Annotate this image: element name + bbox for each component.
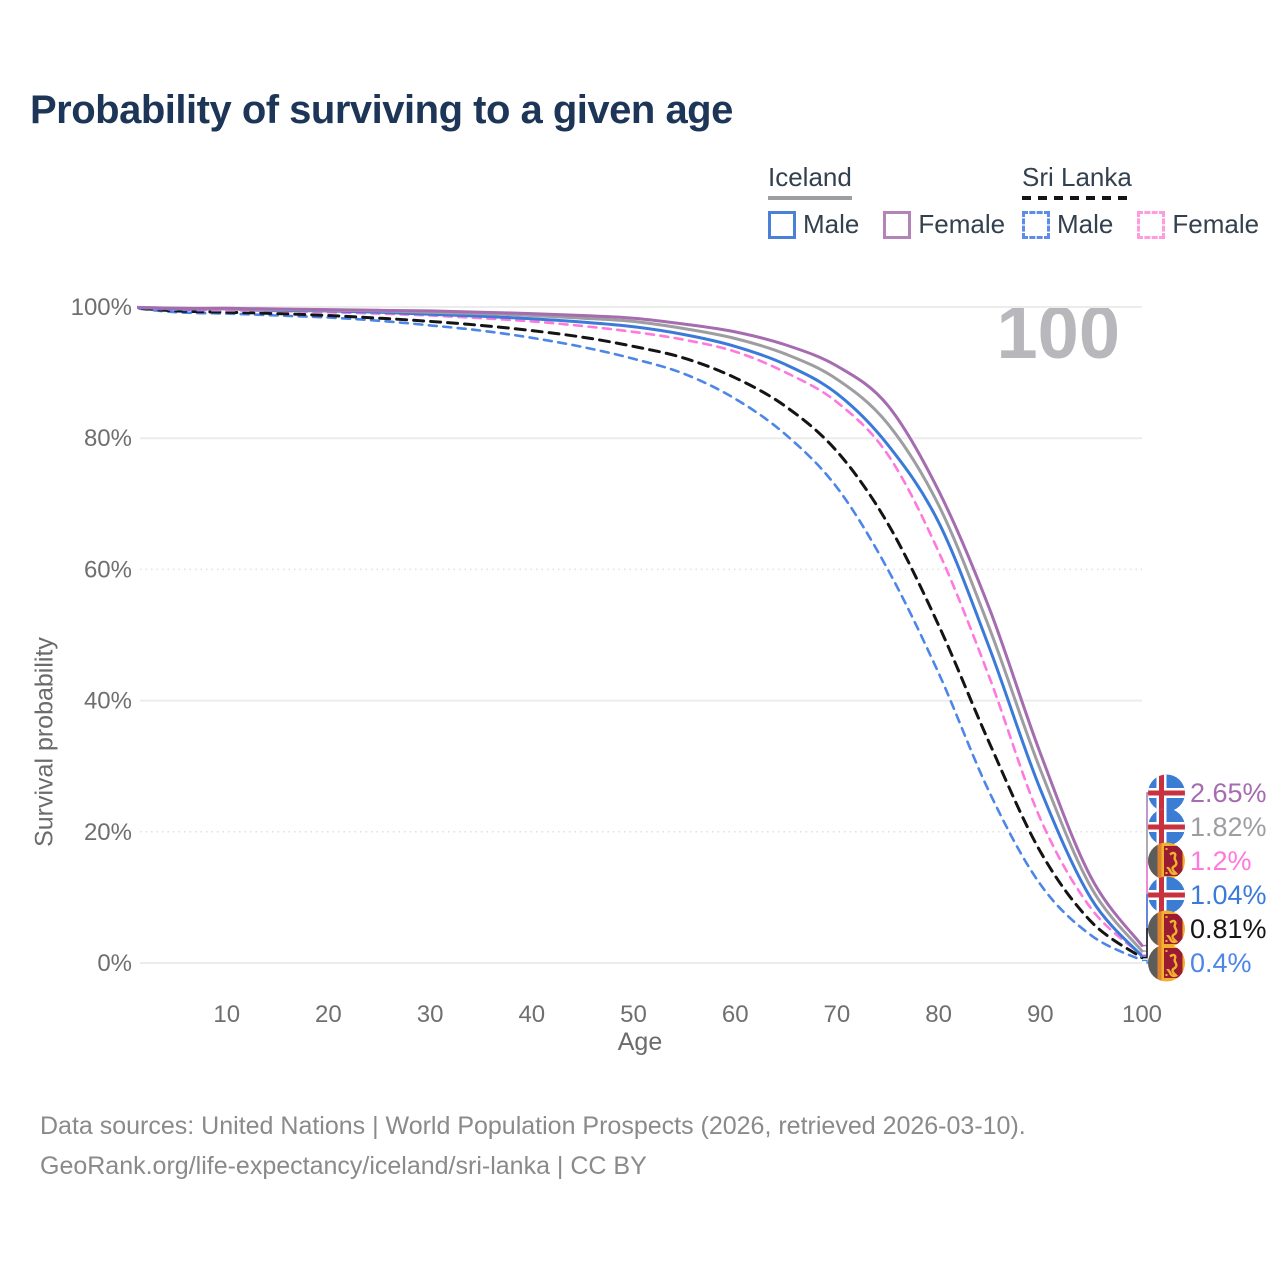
axis-ticks-group: 0% 20% 40% 60% 80% 100% 10 20 30 40 50 60 70 80 90 100 <box>71 294 1162 1028</box>
y-tick-label: 40% <box>84 688 132 715</box>
legend-country-sri-lanka[interactable]: Sri Lanka <box>1022 162 1132 200</box>
end-annotations-group: 2.65% 1.82% 1.2% 1.04% 0.81% 0.4% <box>1142 775 1267 982</box>
gridlines <box>140 306 1142 964</box>
legend-country-iceland[interactable]: Iceland <box>768 162 852 200</box>
y-tick-label: 20% <box>84 819 132 846</box>
end-value-label-sri-lanka-both-sexes: 0.81% <box>1190 914 1267 944</box>
footer-link: GeoRank.org/life-expectancy/iceland/sri-… <box>40 1152 647 1180</box>
curve-iceland-female[interactable] <box>125 305 1144 948</box>
iceland-male-swatch[interactable] <box>768 210 796 239</box>
curve-sri-lanka-male[interactable] <box>125 307 1144 962</box>
footer-data-sources: Data sources: United Nations | World Pop… <box>40 1112 1026 1140</box>
y-tick-label: 60% <box>84 556 132 583</box>
sri-lanka-female-label[interactable]: Female <box>1172 209 1260 239</box>
legend-group-sri-lanka: Sri Lanka Male Female <box>1022 162 1259 240</box>
iceland-flag-icon <box>1148 809 1185 846</box>
x-tick-label: 100 <box>1122 1001 1162 1028</box>
iceland-both-sexes-line-swatch <box>768 196 852 200</box>
y-tick-label: 0% <box>97 950 132 977</box>
curve-sri-lanka-female[interactable] <box>125 306 1144 957</box>
end-value-label-iceland-male: 1.04% <box>1190 880 1267 910</box>
iceland-flag-icon <box>1148 775 1185 812</box>
sri-lanka-flag-icon <box>1148 945 1185 982</box>
x-tick-label: 40 <box>518 1001 545 1028</box>
y-tick-label: 80% <box>84 425 132 452</box>
curve-sri-lanka-both-sexes[interactable] <box>125 306 1144 960</box>
end-value-label-iceland-both-sexes: 1.82% <box>1190 812 1267 842</box>
x-tick-label: 80 <box>925 1001 952 1028</box>
x-tick-label: 90 <box>1027 1001 1054 1028</box>
sri-lanka-male-swatch[interactable] <box>1022 210 1050 239</box>
x-tick-label: 60 <box>722 1001 749 1028</box>
iceland-female-swatch[interactable] <box>883 210 912 239</box>
sri-lanka-female-swatch[interactable] <box>1137 210 1166 239</box>
x-axis-title: Age <box>617 1028 663 1056</box>
y-axis-title: Survival probability <box>30 637 59 847</box>
sri-lanka-flag-icon <box>1148 911 1185 948</box>
curves-group <box>125 305 1144 962</box>
x-tick-label: 20 <box>315 1001 342 1028</box>
curve-iceland-both-sexes[interactable] <box>125 305 1144 953</box>
legend-country-iceland-label: Iceland <box>768 162 852 192</box>
x-tick-label: 50 <box>620 1001 647 1028</box>
end-value-label-iceland-female: 2.65% <box>1190 778 1267 808</box>
x-tick-label: 30 <box>417 1001 444 1028</box>
end-value-label-sri-lanka-female: 1.2% <box>1190 846 1252 876</box>
iceland-male-label[interactable]: Male <box>803 209 860 239</box>
legend-group-iceland: Iceland Male Female <box>768 162 1005 240</box>
x-tick-label: 10 <box>213 1001 240 1028</box>
sri-lanka-flag-icon <box>1148 843 1185 880</box>
iceland-female-label[interactable]: Female <box>918 209 1006 239</box>
footer: Data sources: United Nations | World Pop… <box>40 1106 1026 1186</box>
x-tick-label: 70 <box>824 1001 851 1028</box>
sri-lanka-both-sexes-line-swatch <box>1022 196 1132 200</box>
y-tick-label: 100% <box>71 294 132 321</box>
iceland-flag-icon <box>1148 877 1185 914</box>
page-title: Probability of surviving to a given age <box>30 88 733 132</box>
legend-country-sri-lanka-label: Sri Lanka <box>1022 162 1132 192</box>
end-value-label-sri-lanka-male: 0.4% <box>1190 948 1252 978</box>
sri-lanka-male-label[interactable]: Male <box>1057 209 1114 239</box>
